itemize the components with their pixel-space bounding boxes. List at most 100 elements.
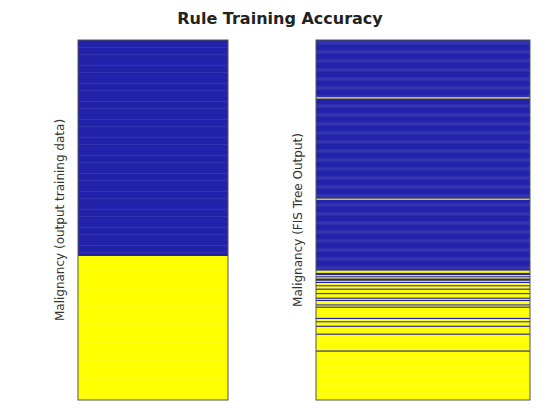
y-axis-label: Malignancy (FIS Tree Output) — [291, 133, 305, 307]
cell — [78, 220, 228, 224]
cell — [78, 332, 228, 336]
cell — [78, 386, 228, 390]
cell — [78, 180, 228, 184]
cell — [78, 375, 228, 379]
cell — [78, 242, 228, 246]
cell — [78, 126, 228, 130]
cell — [78, 216, 228, 220]
cell — [78, 274, 228, 278]
cell — [78, 252, 228, 256]
cell — [78, 188, 228, 192]
cell — [78, 206, 228, 210]
cell — [78, 238, 228, 242]
cell — [78, 101, 228, 105]
cell — [78, 202, 228, 206]
cell — [78, 328, 228, 332]
cell — [78, 155, 228, 159]
cell — [78, 368, 228, 372]
plot-frame — [316, 40, 530, 400]
chart: Rule Training Accuracy Malignancy (output… — [0, 0, 560, 420]
cell — [78, 364, 228, 368]
cell — [78, 393, 228, 397]
cell — [78, 76, 228, 80]
cell — [78, 321, 228, 325]
cell — [78, 267, 228, 271]
cell — [78, 213, 228, 217]
cell — [78, 342, 228, 346]
cell — [78, 371, 228, 375]
cell — [78, 144, 228, 148]
cell — [78, 227, 228, 231]
cell — [78, 134, 228, 138]
cell — [78, 389, 228, 393]
cell — [78, 62, 228, 66]
cell — [78, 47, 228, 51]
cell — [78, 166, 228, 170]
cell — [78, 306, 228, 310]
cell — [78, 173, 228, 177]
cell — [78, 116, 228, 120]
cell — [78, 141, 228, 145]
cell — [78, 137, 228, 141]
cell — [78, 58, 228, 62]
cell — [78, 170, 228, 174]
cell — [78, 80, 228, 84]
cell — [78, 281, 228, 285]
cell — [78, 346, 228, 350]
cell — [78, 119, 228, 123]
cell — [78, 256, 228, 260]
cell — [78, 339, 228, 343]
cell — [78, 148, 228, 152]
cell — [78, 299, 228, 303]
cell — [78, 184, 228, 188]
cell — [78, 209, 228, 213]
y-axis-label: Malignancy (output training data) — [53, 119, 67, 321]
cell — [78, 335, 228, 339]
cell — [78, 260, 228, 264]
cell — [78, 249, 228, 253]
cell — [78, 382, 228, 386]
cells — [316, 40, 530, 400]
cell — [78, 270, 228, 274]
cell — [78, 303, 228, 307]
cell — [78, 195, 228, 199]
cell — [78, 191, 228, 195]
cell — [78, 396, 228, 400]
cell — [78, 378, 228, 382]
plot-frame — [78, 40, 228, 400]
cell — [78, 40, 228, 44]
cell — [78, 292, 228, 296]
cell — [78, 54, 228, 58]
cell — [78, 159, 228, 163]
cell — [78, 263, 228, 267]
cell — [78, 90, 228, 94]
cell — [78, 360, 228, 364]
cell — [78, 234, 228, 238]
cell — [78, 357, 228, 361]
cell — [78, 94, 228, 98]
cells — [78, 40, 228, 400]
cell — [78, 87, 228, 91]
cell — [78, 288, 228, 292]
cell — [78, 285, 228, 289]
cell — [78, 231, 228, 235]
cell — [78, 162, 228, 166]
cell — [78, 353, 228, 357]
cell — [78, 108, 228, 112]
chart-title: Rule Training Accuracy — [177, 9, 383, 28]
cell — [78, 69, 228, 73]
cell — [78, 44, 228, 48]
cell — [78, 324, 228, 328]
cell — [78, 72, 228, 76]
cell — [78, 296, 228, 300]
cell — [78, 130, 228, 134]
cell — [78, 65, 228, 69]
cell — [78, 314, 228, 318]
cell — [78, 198, 228, 202]
cell — [78, 83, 228, 87]
cell — [78, 98, 228, 102]
cell — [78, 317, 228, 321]
cell — [78, 112, 228, 116]
cell — [78, 278, 228, 282]
cell — [78, 123, 228, 127]
